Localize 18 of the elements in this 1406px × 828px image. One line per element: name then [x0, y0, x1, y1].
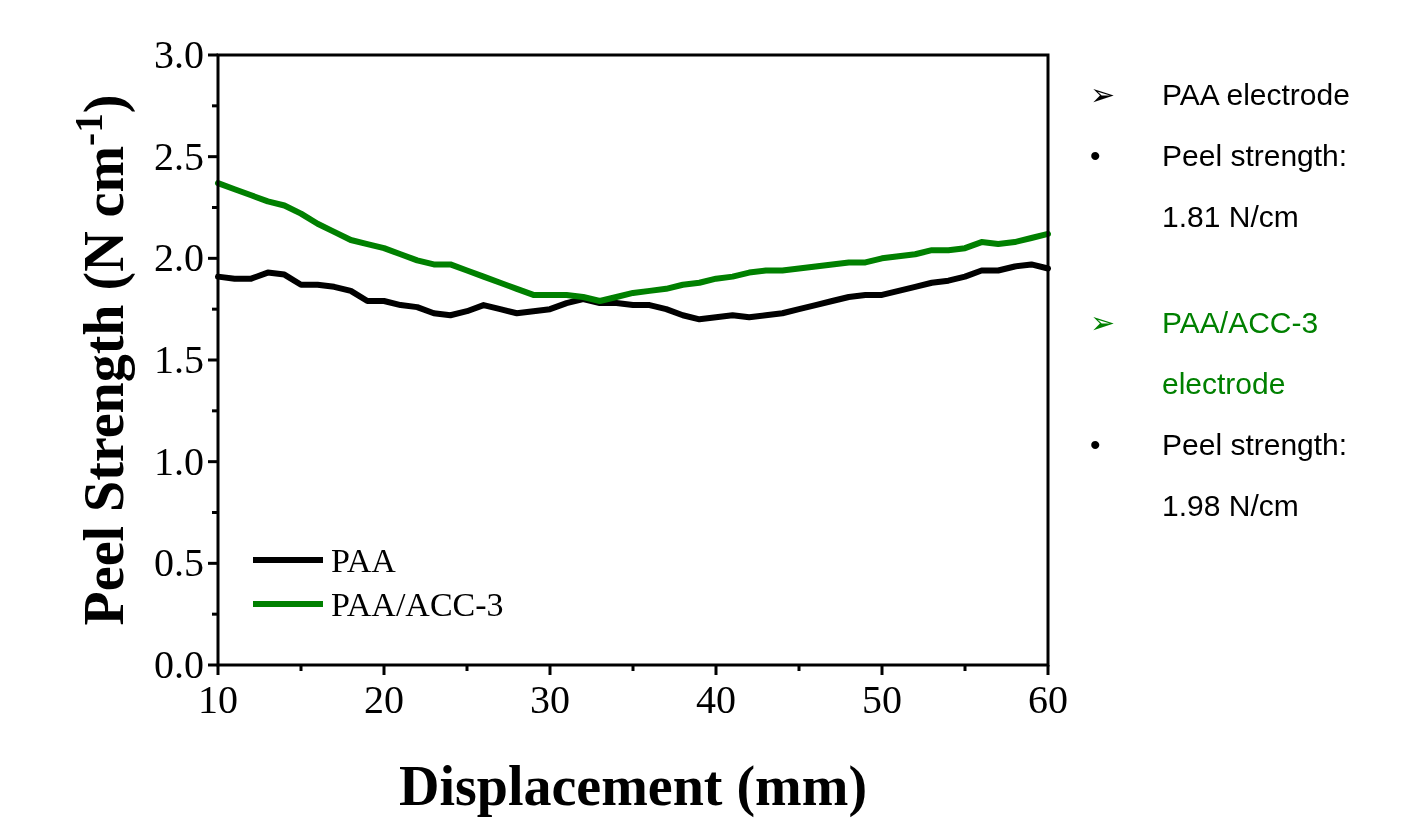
y-tick-label: 0.5	[154, 540, 204, 586]
y-tick-label: 1.5	[154, 337, 204, 382]
text: • Peel strength: 1.98 N/cm	[1090, 428, 1348, 522]
text: ➢ PAA electrode	[1090, 78, 1350, 111]
x-tick-label: 60	[1028, 677, 1068, 722]
y-tick-label: 2.0	[154, 235, 204, 281]
y-tick-label: 1.0	[154, 438, 204, 484]
x-axis-title: Displacement (mm)	[398, 755, 868, 818]
legend-label: PAA	[331, 542, 397, 579]
y-tick-label: 2.5	[154, 133, 204, 179]
text: • Peel strength: 1.81 N/cm	[1090, 139, 1348, 233]
text: ➢ PAA/ACC-3 electrode	[1090, 306, 1319, 400]
x-tick-label: 20	[364, 677, 404, 722]
legend-label: PAA/ACC-3	[331, 586, 504, 623]
y-tick-label: 3.0	[154, 32, 204, 77]
x-tick-label: 40	[696, 677, 736, 722]
x-tick-label: 30	[530, 677, 570, 722]
x-tick-label: 50	[862, 677, 902, 722]
